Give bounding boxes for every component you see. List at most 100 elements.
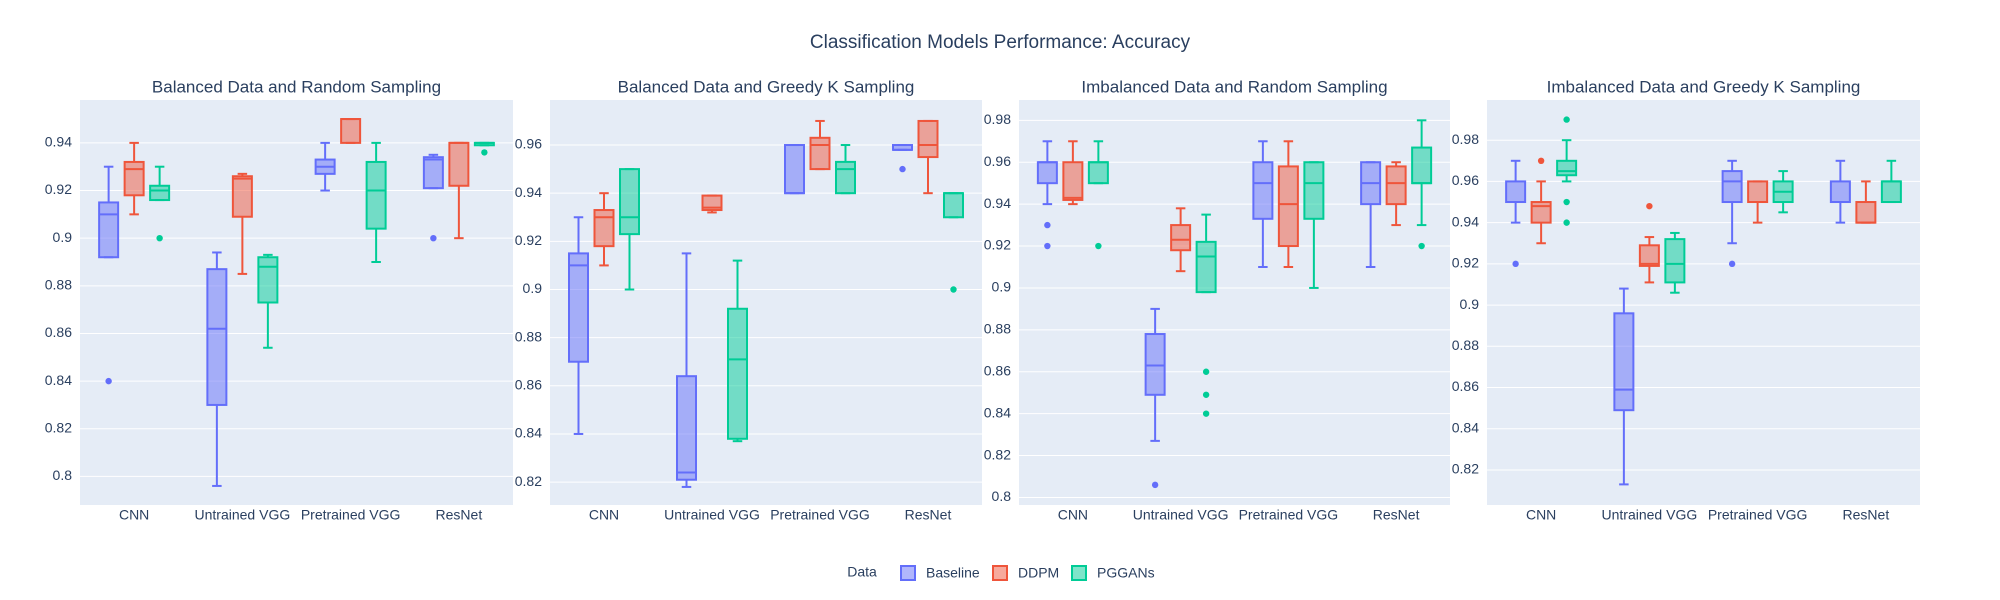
y-tick-label: 0.9 [1460,296,1480,312]
box [676,375,697,481]
y-tick-label: 0.96 [515,136,542,152]
box [568,252,589,363]
box [1829,180,1851,204]
subplot-title: Balanced Data and Greedy K Sampling [618,77,915,96]
x-tick-label: CNN [589,507,619,523]
y-tick-label: 0.9 [53,229,73,245]
x-tick-label: Pretrained VGG [1239,507,1339,523]
y-tick-label: 0.84 [984,404,1011,420]
outlier [1202,368,1210,375]
box [1062,161,1084,201]
y-tick-label: 0.98 [984,111,1011,127]
legend-label: DDPM [1018,565,1059,581]
box [1303,161,1325,220]
outlier [1563,116,1570,123]
plot-area [550,100,982,505]
y-tick-label: 0.86 [45,324,72,340]
outlier [481,149,488,156]
outlier [1646,202,1653,210]
outlier [1537,157,1545,165]
box [206,268,228,406]
outlier [1044,221,1051,229]
outlier [899,165,906,173]
x-tick-label: Pretrained VGG [301,507,401,523]
x-tick-label: ResNet [1373,507,1420,523]
box [257,256,279,304]
box [1613,312,1635,412]
y-tick-label: 0.86 [984,362,1011,378]
legend-swatch [992,565,1008,581]
x-tick-label: Untrained VGG [664,507,760,523]
x-tick-label: ResNet [1843,507,1890,523]
legend-label: Baseline [926,565,980,581]
x-tick-label: Pretrained VGG [1708,507,1808,523]
outlier [430,234,437,242]
y-tick-label: 0.92 [984,237,1011,253]
box [149,184,171,202]
y-tick-label: 0.82 [515,473,542,489]
legend-label: PGGANs [1097,565,1155,581]
box [1087,161,1109,185]
y-tick-label: 0.82 [1452,461,1479,477]
y-tick-label: 0.84 [515,425,542,441]
plot-area [1019,100,1450,505]
box [593,209,615,248]
box [1277,165,1299,248]
y-tick-label: 0.9 [523,280,543,296]
box [835,160,856,195]
y-tick-label: 0.94 [984,195,1011,211]
y-tick-label: 0.92 [45,181,72,197]
y-tick-label: 0.94 [515,184,542,200]
box [1036,161,1058,185]
box [943,192,964,219]
plot-area [80,100,513,505]
y-tick-label: 0.88 [1452,337,1479,353]
outlier [1095,242,1102,250]
x-tick-label: Untrained VGG [195,507,291,523]
subplot-title: Imbalanced Data and Random Sampling [1081,77,1387,96]
y-tick-label: 0.8 [992,488,1012,504]
box [1880,180,1902,204]
y-tick-label: 0.98 [1452,131,1479,147]
y-tick-label: 0.96 [1452,172,1479,188]
y-tick-label: 0.82 [984,446,1011,462]
box [1385,165,1407,206]
box [1530,201,1552,224]
box [809,136,831,171]
y-tick-label: 0.8 [53,467,73,483]
box [784,144,805,195]
box [917,119,939,159]
box [619,168,640,236]
outlier [1512,260,1519,268]
y-tick-label: 0.94 [45,134,72,150]
outlier [1044,242,1051,250]
outlier [1202,410,1210,417]
legend-swatch [900,565,916,581]
y-tick-label: 0.88 [45,277,72,293]
outlier [1563,198,1570,206]
subplot-title: Balanced Data and Random Sampling [152,77,441,96]
outlier [950,286,957,293]
legend-title: Data [847,564,877,580]
box [1170,224,1192,252]
box [1144,333,1166,396]
y-tick-label: 0.96 [984,153,1011,169]
outlier [105,377,112,385]
y-tick-label: 0.86 [515,377,542,393]
outlier [156,234,163,242]
box [1505,180,1527,204]
y-tick-label: 0.84 [1452,419,1479,435]
box [1252,161,1274,220]
box [1556,159,1578,177]
x-tick-label: CNN [1058,507,1088,523]
x-tick-label: Untrained VGG [1133,507,1229,523]
x-tick-label: CNN [1526,507,1556,523]
box [1411,146,1433,185]
subplot-title: Imbalanced Data and Greedy K Sampling [1547,77,1861,96]
legend-swatch [1071,565,1087,581]
y-tick-label: 0.82 [45,419,72,435]
box [1721,170,1743,204]
box [1855,201,1877,224]
